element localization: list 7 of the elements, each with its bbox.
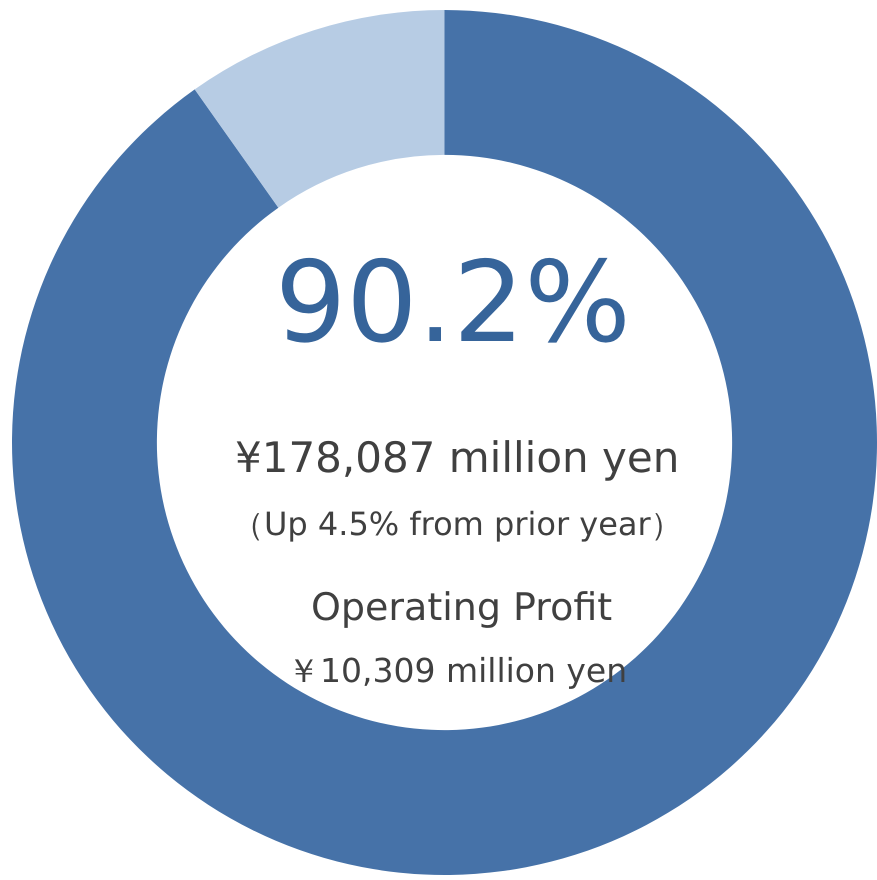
donut-slice	[194, 10, 444, 208]
text: （Up 4.5% from prior year）	[232, 505, 683, 543]
text: Operating Profit	[311, 585, 612, 629]
text: ¥178,087 million yen	[235, 433, 680, 482]
text: 90.2%	[275, 238, 631, 368]
text: ￥10,309 million yen	[287, 651, 628, 690]
donut-slice	[12, 10, 877, 874]
